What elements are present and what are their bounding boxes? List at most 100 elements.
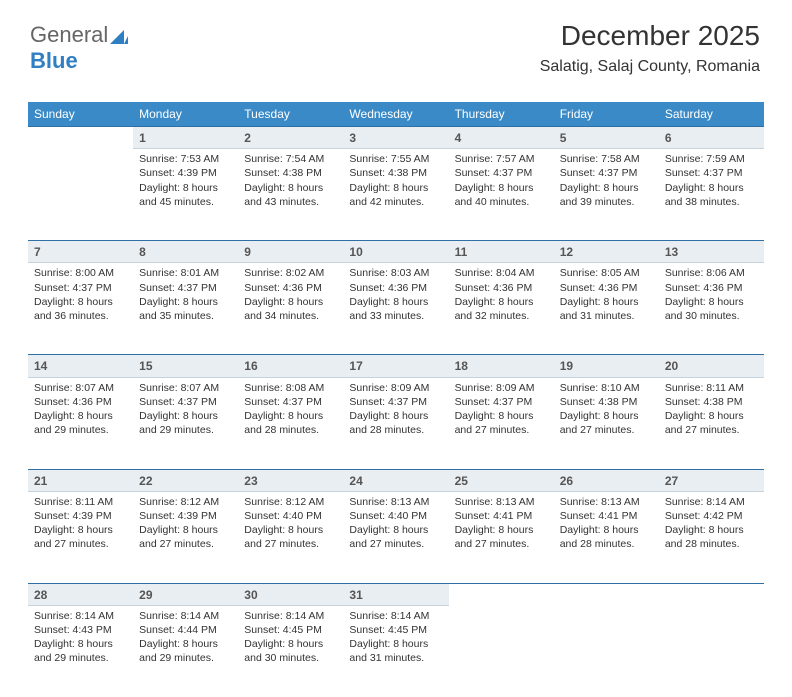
sunrise-text: Sunrise: 7:59 AM [665, 152, 758, 166]
sunrise-text: Sunrise: 8:01 AM [139, 266, 232, 280]
page-title: December 2025 [540, 20, 760, 52]
day-cell: Sunrise: 8:13 AMSunset: 4:41 PMDaylight:… [554, 491, 659, 583]
day-cell: Sunrise: 8:05 AMSunset: 4:36 PMDaylight:… [554, 263, 659, 355]
sunset-text: Sunset: 4:37 PM [455, 395, 548, 409]
day-number: 31 [343, 583, 448, 605]
sunset-text: Sunset: 4:39 PM [139, 166, 232, 180]
sunrise-text: Sunrise: 8:04 AM [455, 266, 548, 280]
sunrise-text: Sunrise: 8:14 AM [665, 495, 758, 509]
day-cell: Sunrise: 7:54 AMSunset: 4:38 PMDaylight:… [238, 149, 343, 241]
day-content-row: Sunrise: 8:14 AMSunset: 4:43 PMDaylight:… [28, 605, 764, 697]
day-cell: Sunrise: 8:13 AMSunset: 4:41 PMDaylight:… [449, 491, 554, 583]
sunset-text: Sunset: 4:42 PM [665, 509, 758, 523]
daylight-text: Daylight: 8 hours and 29 minutes. [34, 637, 127, 665]
day-number-empty [28, 127, 133, 149]
daylight-text: Daylight: 8 hours and 32 minutes. [455, 295, 548, 323]
day-cell: Sunrise: 8:11 AMSunset: 4:39 PMDaylight:… [28, 491, 133, 583]
day-number: 30 [238, 583, 343, 605]
day-cell [28, 149, 133, 241]
day-number-empty [659, 583, 764, 605]
daylight-text: Daylight: 8 hours and 27 minutes. [665, 409, 758, 437]
daylight-text: Daylight: 8 hours and 31 minutes. [560, 295, 653, 323]
day-header: Friday [554, 102, 659, 127]
day-cell: Sunrise: 8:07 AMSunset: 4:36 PMDaylight:… [28, 377, 133, 469]
day-number-row: 28293031 [28, 583, 764, 605]
sunset-text: Sunset: 4:36 PM [455, 281, 548, 295]
sunset-text: Sunset: 4:37 PM [139, 395, 232, 409]
daylight-text: Daylight: 8 hours and 28 minutes. [560, 523, 653, 551]
daylight-text: Daylight: 8 hours and 27 minutes. [560, 409, 653, 437]
sunset-text: Sunset: 4:39 PM [34, 509, 127, 523]
sunrise-text: Sunrise: 8:14 AM [34, 609, 127, 623]
day-cell [659, 605, 764, 697]
day-number: 16 [238, 355, 343, 377]
day-cell: Sunrise: 8:02 AMSunset: 4:36 PMDaylight:… [238, 263, 343, 355]
day-number: 18 [449, 355, 554, 377]
sunset-text: Sunset: 4:36 PM [560, 281, 653, 295]
day-cell: Sunrise: 8:03 AMSunset: 4:36 PMDaylight:… [343, 263, 448, 355]
calendar-body: 123456Sunrise: 7:53 AMSunset: 4:39 PMDay… [28, 127, 764, 697]
day-number: 23 [238, 469, 343, 491]
daylight-text: Daylight: 8 hours and 29 minutes. [139, 409, 232, 437]
header: December 2025 Salatig, Salaj County, Rom… [540, 20, 760, 76]
daylight-text: Daylight: 8 hours and 43 minutes. [244, 181, 337, 209]
day-cell: Sunrise: 8:06 AMSunset: 4:36 PMDaylight:… [659, 263, 764, 355]
day-number: 10 [343, 241, 448, 263]
daylight-text: Daylight: 8 hours and 33 minutes. [349, 295, 442, 323]
day-number: 12 [554, 241, 659, 263]
sunrise-text: Sunrise: 8:07 AM [34, 381, 127, 395]
sunrise-text: Sunrise: 8:14 AM [139, 609, 232, 623]
sunset-text: Sunset: 4:38 PM [349, 166, 442, 180]
day-number: 2 [238, 127, 343, 149]
sunset-text: Sunset: 4:40 PM [349, 509, 442, 523]
calendar-header: SundayMondayTuesdayWednesdayThursdayFrid… [28, 102, 764, 127]
sunrise-text: Sunrise: 7:54 AM [244, 152, 337, 166]
daylight-text: Daylight: 8 hours and 27 minutes. [455, 523, 548, 551]
day-cell: Sunrise: 8:08 AMSunset: 4:37 PMDaylight:… [238, 377, 343, 469]
day-cell: Sunrise: 8:00 AMSunset: 4:37 PMDaylight:… [28, 263, 133, 355]
sunset-text: Sunset: 4:38 PM [244, 166, 337, 180]
logo-sail-icon [110, 30, 128, 44]
sunrise-text: Sunrise: 8:10 AM [560, 381, 653, 395]
day-number-row: 21222324252627 [28, 469, 764, 491]
sunset-text: Sunset: 4:37 PM [34, 281, 127, 295]
sunrise-text: Sunrise: 8:13 AM [455, 495, 548, 509]
day-number: 9 [238, 241, 343, 263]
sunrise-text: Sunrise: 7:58 AM [560, 152, 653, 166]
daylight-text: Daylight: 8 hours and 29 minutes. [34, 409, 127, 437]
sunrise-text: Sunrise: 7:57 AM [455, 152, 548, 166]
daylight-text: Daylight: 8 hours and 28 minutes. [244, 409, 337, 437]
day-number: 11 [449, 241, 554, 263]
sunrise-text: Sunrise: 8:12 AM [244, 495, 337, 509]
sunrise-text: Sunrise: 8:06 AM [665, 266, 758, 280]
sunrise-text: Sunrise: 8:11 AM [34, 495, 127, 509]
day-cell: Sunrise: 8:14 AMSunset: 4:45 PMDaylight:… [343, 605, 448, 697]
sunrise-text: Sunrise: 8:07 AM [139, 381, 232, 395]
day-content-row: Sunrise: 7:53 AMSunset: 4:39 PMDaylight:… [28, 149, 764, 241]
sunset-text: Sunset: 4:36 PM [34, 395, 127, 409]
day-number: 21 [28, 469, 133, 491]
sunrise-text: Sunrise: 7:55 AM [349, 152, 442, 166]
day-cell: Sunrise: 7:57 AMSunset: 4:37 PMDaylight:… [449, 149, 554, 241]
day-number-row: 123456 [28, 127, 764, 149]
day-number: 25 [449, 469, 554, 491]
sunrise-text: Sunrise: 8:14 AM [244, 609, 337, 623]
daylight-text: Daylight: 8 hours and 28 minutes. [349, 409, 442, 437]
daylight-text: Daylight: 8 hours and 27 minutes. [244, 523, 337, 551]
sunset-text: Sunset: 4:37 PM [455, 166, 548, 180]
sunrise-text: Sunrise: 8:05 AM [560, 266, 653, 280]
day-number: 22 [133, 469, 238, 491]
sunrise-text: Sunrise: 8:13 AM [349, 495, 442, 509]
day-number: 4 [449, 127, 554, 149]
day-cell: Sunrise: 8:14 AMSunset: 4:43 PMDaylight:… [28, 605, 133, 697]
daylight-text: Daylight: 8 hours and 42 minutes. [349, 181, 442, 209]
sunrise-text: Sunrise: 8:03 AM [349, 266, 442, 280]
sunset-text: Sunset: 4:45 PM [349, 623, 442, 637]
sunset-text: Sunset: 4:36 PM [665, 281, 758, 295]
calendar-table: SundayMondayTuesdayWednesdayThursdayFrid… [28, 102, 764, 697]
day-number: 26 [554, 469, 659, 491]
daylight-text: Daylight: 8 hours and 30 minutes. [665, 295, 758, 323]
day-header: Monday [133, 102, 238, 127]
sunset-text: Sunset: 4:44 PM [139, 623, 232, 637]
day-number: 3 [343, 127, 448, 149]
